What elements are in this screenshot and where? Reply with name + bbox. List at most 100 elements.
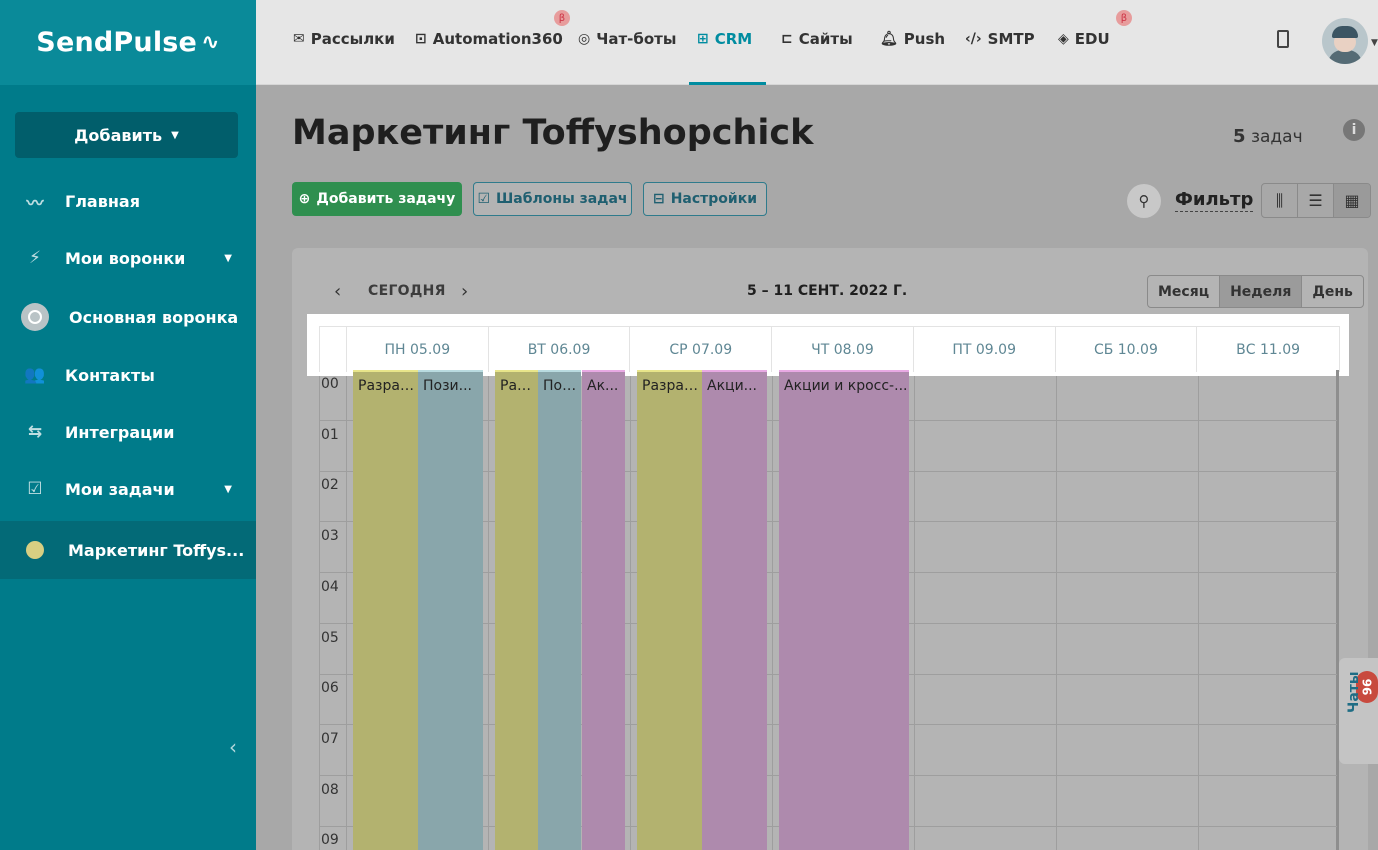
chevron-right-icon[interactable]: › <box>461 281 469 302</box>
settings-label: Настройки <box>670 191 758 207</box>
day-column-line <box>346 376 347 850</box>
add-button[interactable]: Добавить ▼ <box>15 112 238 158</box>
nav-smtp[interactable]: ‹/› SMTP <box>965 30 1035 48</box>
logo-text: SendPulse <box>36 27 198 58</box>
filter-button[interactable]: Фильтр <box>1175 189 1254 212</box>
nav-sites[interactable]: ⊏ Сайты <box>781 30 853 48</box>
hour-label: 02 <box>321 477 339 493</box>
day-column-line <box>772 376 773 850</box>
calendar-event[interactable]: Ак... <box>582 370 625 850</box>
sidebar: SendPulse ∿ Добавить ▼ 〰 Главная ⚡ Мои в… <box>0 0 256 850</box>
chat-label[interactable]: Чаты <box>1346 671 1362 713</box>
day-column-header[interactable]: СР 07.09 <box>630 327 773 372</box>
collapse-sidebar-icon[interactable]: ‹ <box>229 735 237 759</box>
day-header-inner: ПН 05.09 ВТ 06.09 СР 07.09 ЧТ 08.09 ПТ 0… <box>319 326 1340 372</box>
calendar-event[interactable]: Позиц <box>538 370 581 850</box>
info-icon[interactable]: i <box>1343 119 1365 141</box>
range-toggle: Месяц Неделя День <box>1147 275 1364 308</box>
add-task-label: Добавить задачу <box>316 191 456 207</box>
add-task-button[interactable]: ⊕ Добавить задачу <box>292 182 462 216</box>
task-templates-button[interactable]: ☑ Шаблоны задач <box>473 182 632 216</box>
avatar-hair <box>1332 26 1358 38</box>
nav-push[interactable]: 🔔︎ Push <box>880 30 945 48</box>
nav-label: Сайты <box>798 30 853 48</box>
avatar-body <box>1328 50 1362 64</box>
task-count-number: 5 <box>1233 126 1246 147</box>
day-column-line <box>630 376 631 850</box>
view-week-button[interactable]: Неделя <box>1220 276 1303 307</box>
hour-label: 06 <box>321 680 339 696</box>
caret-down-icon[interactable]: ▼ <box>1371 38 1378 48</box>
task-count: 5 задач <box>1233 126 1303 147</box>
circle-icon <box>21 303 49 331</box>
funnel-icon: ⚡ <box>29 248 41 268</box>
calendar-event[interactable]: Разра <box>495 370 538 850</box>
sidebar-item-integrations[interactable]: ⇆ Интеграции <box>0 403 256 461</box>
day-column-header[interactable]: ПН 05.09 <box>347 327 489 372</box>
checkbox-icon: ☑ <box>27 479 43 499</box>
scrollbar[interactable] <box>1336 370 1339 850</box>
hour-label: 05 <box>321 630 339 646</box>
pulse-icon: ∿ <box>201 30 220 55</box>
hour-label: 08 <box>321 782 339 798</box>
sidebar-item-label: Маркетинг Toffys... <box>68 540 245 560</box>
day-column-header[interactable]: СБ 10.09 <box>1056 327 1198 372</box>
logo[interactable]: SendPulse ∿ <box>0 0 256 85</box>
avatar[interactable] <box>1322 18 1368 64</box>
calendar-event[interactable]: Акци... <box>702 370 767 850</box>
mobile-icon[interactable] <box>1277 30 1289 48</box>
sidebar-item-label: Контакты <box>65 365 155 385</box>
sidebar-item-marketing[interactable]: Маркетинг Toffys... <box>0 521 256 579</box>
page-title: Маркетинг Toffyshopchick <box>292 113 814 153</box>
day-column-line <box>914 376 915 850</box>
nav-chatbots[interactable]: ◎ Чат-боты <box>578 30 676 48</box>
sidebar-item-label: Мои воронки <box>65 248 186 268</box>
today-button[interactable]: СЕГОДНЯ <box>368 283 446 299</box>
sidebar-item-label: Интеграции <box>65 422 175 442</box>
kanban-view-icon[interactable]: ⫼ <box>1262 184 1298 217</box>
hour-label: 04 <box>321 579 339 595</box>
top-navigation: ✉ Рассылки ⊡ Automation360 β ◎ Чат-боты … <box>256 0 1378 85</box>
view-day-button[interactable]: День <box>1312 283 1353 300</box>
sidebar-item-funnels[interactable]: ⚡ Мои воронки ▼ <box>0 229 256 287</box>
day-column-header[interactable]: ВС 11.09 <box>1236 341 1301 358</box>
sidebar-item-main-funnel[interactable]: Основная воронка <box>0 288 256 346</box>
calendar-event[interactable]: Пози... <box>418 370 483 850</box>
contacts-icon: 👥 <box>24 365 46 385</box>
plus-circle-icon: ⊕ <box>298 191 311 207</box>
nav-label: Automation360 <box>432 30 563 48</box>
search-icon[interactable]: ⚲ <box>1127 184 1161 218</box>
caret-down-icon: ▼ <box>224 252 232 264</box>
calendar-event[interactable]: Акции и кросс-... <box>779 370 909 850</box>
settings-button[interactable]: ⊟ Настройки <box>643 182 767 216</box>
sidebar-item-my-tasks[interactable]: ☑ Мои задачи ▼ <box>0 460 256 518</box>
day-column-line <box>1198 376 1199 850</box>
day-header: ПН 05.09 ВТ 06.09 СР 07.09 ЧТ 08.09 ПТ 0… <box>307 314 1349 376</box>
nav-label: Рассылки <box>310 30 395 48</box>
sliders-icon: ⊟ <box>652 191 665 207</box>
calendar-grid[interactable]: 00010203040506070809РазработПози...Разра… <box>319 370 1340 850</box>
chat-count-badge: 96 <box>1356 671 1378 703</box>
nav-crm[interactable]: ⊞ CRM <box>697 30 752 48</box>
day-column-header[interactable]: ВТ 06.09 <box>489 327 631 372</box>
calendar-event[interactable]: Разработ <box>637 370 702 850</box>
list-view-icon[interactable]: ☰ <box>1298 184 1334 217</box>
nav-label: CRM <box>714 30 753 48</box>
nav-automation360[interactable]: ⊡ Automation360 <box>415 30 563 48</box>
checkbox-icon: ☑ <box>477 191 490 207</box>
add-button-label: Добавить <box>74 125 163 145</box>
nav-mailings[interactable]: ✉ Рассылки <box>293 30 395 48</box>
sidebar-item-contacts[interactable]: 👥 Контакты <box>0 346 256 404</box>
calendar-event[interactable]: Разработ <box>353 370 418 850</box>
view-toggle: ⫼ ☰ ▦ <box>1261 183 1371 218</box>
sidebar-item-label: Основная воронка <box>69 307 239 327</box>
day-column-header[interactable]: ПТ 09.09 <box>914 327 1056 372</box>
nav-label: Чат-боты <box>596 30 677 48</box>
view-month-button[interactable]: Месяц <box>1148 276 1221 307</box>
sidebar-item-home[interactable]: 〰 Главная <box>0 172 256 230</box>
chevron-left-icon[interactable]: ‹ <box>334 281 342 302</box>
crm-icon: ⊞ <box>697 31 709 47</box>
calendar-view-icon[interactable]: ▦ <box>1334 184 1370 217</box>
day-column-header[interactable]: ЧТ 08.09 <box>772 327 914 372</box>
nav-edu[interactable]: ◈ EDU <box>1058 30 1110 48</box>
